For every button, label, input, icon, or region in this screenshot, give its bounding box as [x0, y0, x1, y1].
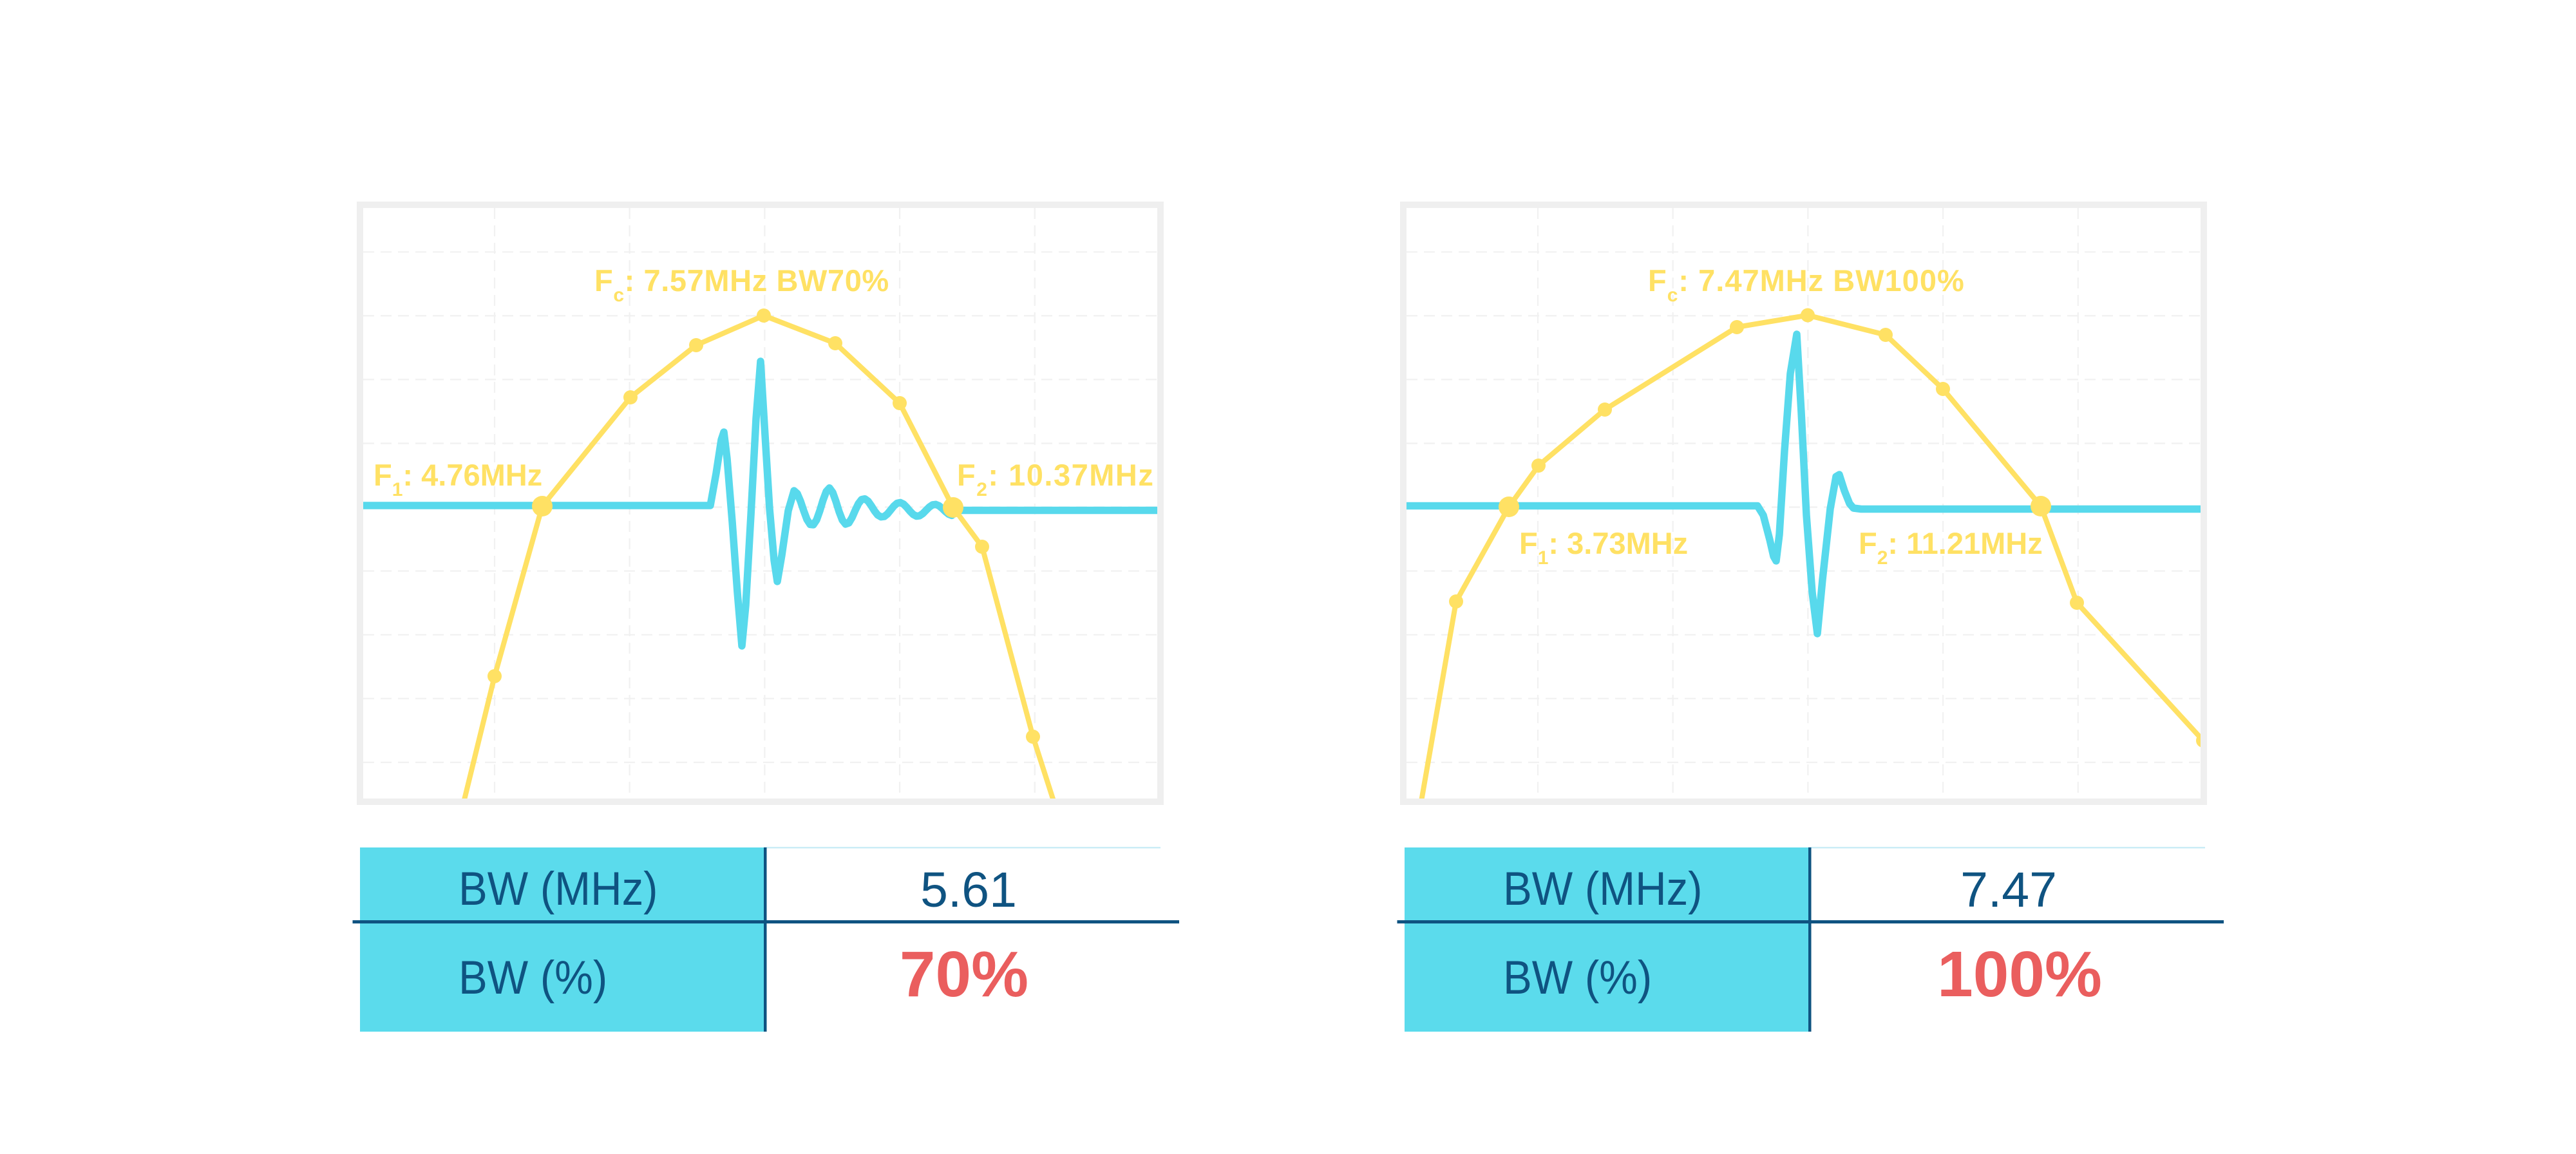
svg-text:BW (%): BW (%): [459, 951, 607, 1003]
svg-text:70%: 70%: [900, 938, 1028, 1010]
svg-text:BW (MHz): BW (MHz): [1503, 862, 1703, 914]
svg-text:7.47: 7.47: [1960, 862, 2057, 918]
svg-text:100%: 100%: [1937, 938, 2102, 1010]
svg-text:BW (%): BW (%): [1503, 951, 1652, 1003]
svg-text:5.61: 5.61: [920, 862, 1017, 918]
svg-text:BW (MHz): BW (MHz): [459, 862, 658, 914]
